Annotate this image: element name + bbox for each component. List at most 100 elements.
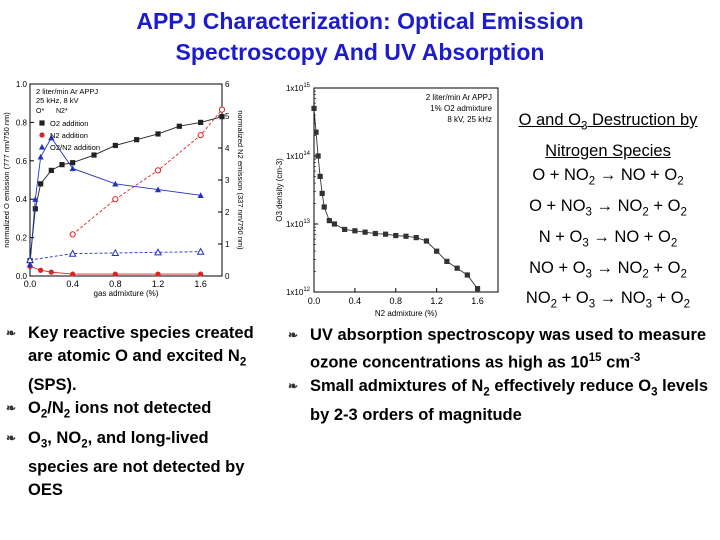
series-0 xyxy=(27,114,225,264)
data-point xyxy=(26,261,34,268)
series-line xyxy=(313,108,478,289)
ozone-destruction-reactions: O and O3 Destruction by Nitrogen Species… xyxy=(504,108,712,317)
bullet-swirl-icon: ❧ xyxy=(6,326,17,340)
y2-tick-label: 2 xyxy=(225,208,230,217)
data-point xyxy=(313,129,319,135)
bullet-swirl-icon: ❧ xyxy=(6,401,17,416)
data-point xyxy=(196,247,205,255)
data-point xyxy=(413,235,419,241)
y2-tick-label: 6 xyxy=(225,80,230,89)
series-1 xyxy=(69,106,226,238)
legend-marker xyxy=(39,132,45,138)
data-point xyxy=(48,269,54,275)
data-point xyxy=(32,196,39,202)
data-point xyxy=(154,167,162,174)
x-tick-label: 0.0 xyxy=(24,279,37,289)
data-point xyxy=(155,271,161,277)
oes-emission-chart: 0.0 0.4 0.8 1.2 1.6 0.0 0.2 0.4 0.6 0.8 1.0 0 1 2 3 4 5 6… xyxy=(2,80,245,298)
data-point xyxy=(393,232,399,239)
legend-marker xyxy=(39,120,45,126)
x-tick-label: 0.4 xyxy=(66,279,79,289)
y-tick-label: 0.0 xyxy=(16,272,28,281)
reactions-header: O and O3 Destruction by Nitrogen Species xyxy=(518,111,698,160)
data-point xyxy=(154,186,162,193)
data-point xyxy=(32,206,38,212)
data-point xyxy=(69,231,76,238)
bullet-item: ❧ UV absorption spectroscopy was used to … xyxy=(288,326,707,372)
data-point xyxy=(315,153,321,159)
legend-marker xyxy=(38,143,46,150)
data-point xyxy=(48,167,54,173)
y2-tick-label: 0 xyxy=(225,272,230,281)
data-point xyxy=(111,248,120,257)
legend: 2 liter/min Ar APPJ 1% O2 admixture 8 kV, … xyxy=(426,93,493,124)
series-line xyxy=(29,136,201,265)
data-point xyxy=(342,226,348,233)
bullet-item: ❧ O2/N2 ions not detected xyxy=(6,399,212,421)
series-ozone xyxy=(311,105,481,292)
y-tick-label: 1x1012 xyxy=(286,287,311,297)
y2-tick-label: 1 xyxy=(225,240,230,249)
slide-title-line1: APPJ Characterization: Optical Emission xyxy=(136,8,584,34)
data-point xyxy=(454,265,460,271)
x-tick-label: 0.4 xyxy=(349,296,362,306)
data-point xyxy=(70,160,76,166)
x-tick-label: 1.2 xyxy=(152,279,165,289)
reaction-equation: O + NO3 → NO2 + O2 xyxy=(529,197,687,219)
data-point xyxy=(38,267,44,273)
data-point xyxy=(317,173,323,179)
right-bullet-list: ❧ UV absorption spectroscopy was used to … xyxy=(288,324,714,427)
y2-tick-label: 4 xyxy=(225,144,230,153)
data-point xyxy=(197,192,204,198)
series-line xyxy=(72,109,223,235)
data-point xyxy=(154,248,162,256)
legend-marker-label: O* xyxy=(36,108,44,115)
data-point xyxy=(112,271,118,277)
data-point xyxy=(112,180,119,187)
data-point xyxy=(197,132,204,139)
x-tick-label: 0.8 xyxy=(390,296,403,306)
data-point xyxy=(331,221,338,227)
data-point xyxy=(352,228,358,234)
x-axis-label: gas admixture (%) xyxy=(94,289,159,298)
x-tick-label: 1.2 xyxy=(430,296,443,306)
y-axis-label: normalized O emission (777 nm/750 nm) xyxy=(2,112,11,248)
data-point xyxy=(474,286,481,292)
x-tick-label: 1.6 xyxy=(471,296,484,306)
legend-header-line: 2 liter/min Ar APPJ xyxy=(426,93,492,102)
data-point xyxy=(444,258,450,264)
data-point xyxy=(382,231,389,237)
data-point xyxy=(155,131,161,137)
data-point xyxy=(434,248,440,254)
x-tick-label: 0.8 xyxy=(109,279,122,289)
data-point xyxy=(319,190,325,196)
y-tick-label: 1x1013 xyxy=(286,219,311,229)
reaction-equation: N + O3 → NO + O2 xyxy=(538,227,678,250)
data-point xyxy=(464,272,470,278)
y2-tick-label: 3 xyxy=(225,176,230,185)
legend-header-line: 8 kV, 25 kHz xyxy=(447,115,492,124)
legend-entry: O2 addition xyxy=(50,119,88,128)
legend-header-line: 25 kHz, 8 kV xyxy=(36,96,79,105)
y-tick-label: 1x1015 xyxy=(286,83,311,93)
data-point xyxy=(198,119,204,125)
y-tick-label: 1.0 xyxy=(16,80,28,89)
data-point xyxy=(112,196,119,203)
data-point xyxy=(38,181,44,187)
y-tick-label: 0.6 xyxy=(16,157,28,166)
y-tick-label: 1x1014 xyxy=(286,151,311,161)
data-point xyxy=(91,152,97,158)
data-point xyxy=(48,134,55,141)
ozone-density-chart: 0.0 0.4 0.8 1.2 1.6 1x1012 1x1013 1x1014 1x1015 N… xyxy=(275,83,499,318)
data-point xyxy=(321,204,327,210)
bullet-item: ❧ Small admixtures of N2 effectively redu… xyxy=(288,376,709,424)
legend-header-line: 2 liter/min Ar APPJ xyxy=(36,87,98,96)
y-axis-label: O3 density (cm-3) xyxy=(275,158,284,222)
data-point xyxy=(112,142,118,149)
slide-title: APPJ Characterization: Optical Emission … xyxy=(0,6,720,68)
left-bullet-list: ❧ Key reactive species created are atomic… xyxy=(6,322,268,502)
legend-entry: O2/N2 addition xyxy=(50,143,100,152)
data-point xyxy=(68,249,77,257)
reaction-equation: NO + O3 → NO2 + O2 xyxy=(529,258,687,280)
